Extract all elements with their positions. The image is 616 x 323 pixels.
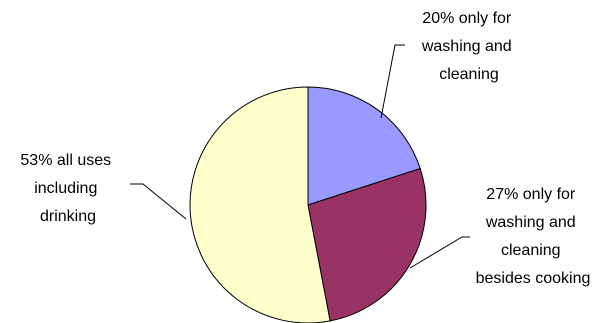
label-slice-washing-cleaning: 20% only for washing and cleaning [421, 10, 516, 83]
label-line: besides cooking [476, 270, 591, 287]
label-slice-all-uses: 53% all uses including drinking [20, 152, 115, 225]
leader-all-uses [130, 183, 187, 220]
leader-washing-cleaning [380, 44, 405, 119]
label-line: including [34, 180, 97, 197]
pie-slice-washing-cleaning-cooking [307, 167, 427, 322]
label-line: drinking [40, 208, 96, 225]
pie-slice-all-uses [189, 86, 331, 323]
label-leader-lines [130, 44, 470, 269]
slice-labels: 20% only for washing and cleaning 27% on… [20, 10, 590, 287]
label-line: 27% only for [486, 186, 576, 203]
pie-slices [189, 86, 427, 323]
label-line: washing and [485, 214, 576, 231]
label-line: cleaning [501, 242, 561, 259]
label-line: 20% only for [422, 10, 512, 27]
label-line: washing and [421, 38, 512, 55]
label-line: 53% all uses [20, 152, 111, 169]
label-line: cleaning [439, 66, 499, 83]
label-slice-washing-cleaning-cooking: 27% only for washing and cleaning beside… [476, 186, 591, 287]
leader-washing-cleaning-cooking [409, 236, 470, 269]
pie-slice-washing-cleaning [307, 86, 421, 206]
